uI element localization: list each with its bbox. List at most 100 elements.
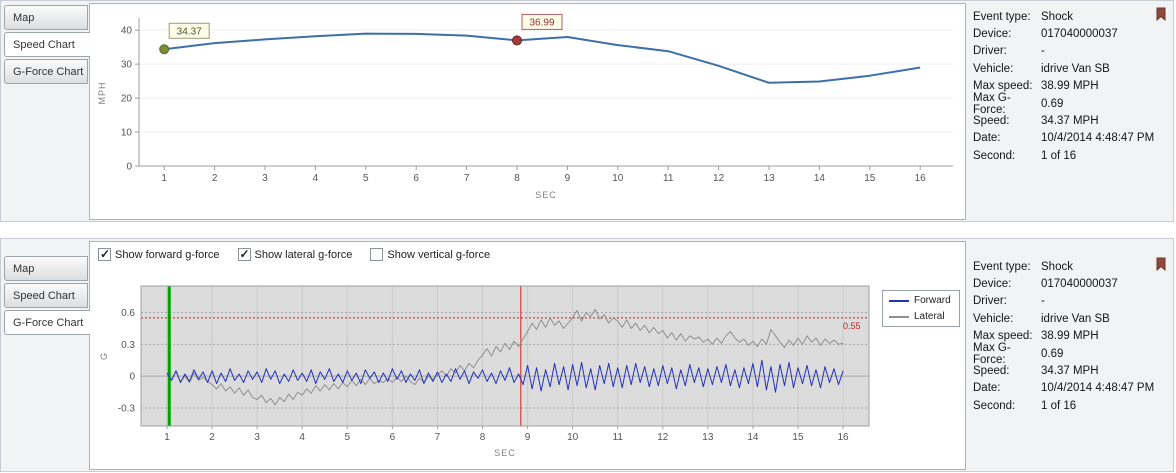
- svg-text:9: 9: [565, 173, 571, 184]
- checkbox-show-forward-gforce[interactable]: Show forward g-force: [98, 247, 220, 261]
- svg-text:10: 10: [121, 128, 133, 139]
- tab-gforce-chart[interactable]: G-Force Chart: [4, 310, 90, 335]
- svg-text:0: 0: [126, 162, 132, 173]
- svg-text:34.37: 34.37: [177, 26, 202, 37]
- info-value: -: [1041, 295, 1045, 308]
- tab-map[interactable]: Map: [4, 5, 88, 30]
- svg-text:16: 16: [837, 432, 849, 443]
- checkbox-label: Show forward g-force: [115, 248, 220, 261]
- info-row: Max speed: 38.99 MPH: [973, 78, 1155, 95]
- info-value: 0.69: [1041, 97, 1064, 110]
- svg-text:7: 7: [464, 173, 470, 184]
- svg-text:13: 13: [702, 432, 714, 443]
- svg-text:2: 2: [212, 173, 218, 184]
- svg-text:4: 4: [299, 432, 305, 443]
- info-value: 34.37 MPH: [1041, 365, 1099, 378]
- gforce-chart-container: Show forward g-force Show lateral g-forc…: [89, 241, 966, 470]
- info-row: Date: 10/4/2014 4:48:47 PM: [973, 130, 1155, 147]
- info-row: Driver: -: [973, 293, 1155, 310]
- info-value: Shock: [1041, 260, 1073, 273]
- legend-label-forward: Forward: [914, 295, 951, 306]
- checkbox-label: Show lateral g-force: [254, 248, 353, 261]
- lateral-line-sample: [889, 315, 909, 318]
- info-label: Device:: [973, 28, 1012, 41]
- svg-text:0.6: 0.6: [121, 308, 135, 319]
- svg-text:14: 14: [814, 173, 826, 184]
- info-value: 38.99 MPH: [1041, 80, 1099, 93]
- info-value: 017040000037: [1041, 28, 1118, 41]
- speed-chart-section: Map Speed Chart G-Force Chart 0 10 20 30 40 1…: [0, 0, 1174, 222]
- info-label: Speed:: [973, 365, 1010, 378]
- info-label: Vehicle:: [973, 312, 1014, 325]
- event-info-panel: Event type: Shock Device: 017040000037 Dri…: [973, 8, 1155, 165]
- svg-text:0: 0: [129, 372, 135, 383]
- info-label: Vehicle:: [973, 62, 1014, 75]
- svg-text:1: 1: [161, 173, 167, 184]
- info-value: 1 of 16: [1041, 149, 1077, 162]
- svg-text:36.99: 36.99: [529, 17, 554, 28]
- checkbox-box[interactable]: [370, 248, 384, 261]
- svg-text:1: 1: [164, 432, 170, 443]
- svg-text:-0.3: -0.3: [118, 403, 136, 414]
- tab-map[interactable]: Map: [4, 256, 88, 281]
- svg-text:3: 3: [262, 173, 268, 184]
- info-value: 017040000037: [1041, 278, 1118, 291]
- info-label: Max speed:: [973, 330, 1033, 343]
- info-value: Shock: [1041, 10, 1073, 23]
- info-label: Device:: [973, 278, 1012, 291]
- gforce-chart[interactable]: -0.300.30.60.551 2 3 4 5 6 7 8 9 10 11 12 13 14 15 16SE…: [91, 276, 964, 464]
- svg-text:5: 5: [363, 173, 369, 184]
- svg-text:3: 3: [254, 432, 260, 443]
- gforce-options-row: Show forward g-force Show lateral g-forc…: [98, 247, 490, 261]
- svg-text:9: 9: [525, 432, 531, 443]
- info-value: 0.69: [1041, 347, 1064, 360]
- tab-speed-chart[interactable]: Speed Chart: [4, 32, 90, 57]
- info-label: Event type:: [973, 260, 1031, 273]
- svg-text:40: 40: [121, 26, 133, 37]
- info-row: Event type: Shock: [973, 258, 1155, 275]
- svg-text:8: 8: [514, 173, 520, 184]
- svg-text:12: 12: [713, 173, 725, 184]
- info-value: -: [1041, 45, 1045, 58]
- pin-icon[interactable]: [1154, 257, 1168, 272]
- svg-text:4: 4: [313, 173, 319, 184]
- svg-text:6: 6: [413, 173, 419, 184]
- checkbox-box[interactable]: [98, 247, 111, 261]
- svg-text:SEC: SEC: [535, 190, 557, 200]
- info-value: 1 of 16: [1041, 399, 1077, 412]
- svg-text:5: 5: [345, 432, 351, 443]
- info-row: Speed: 34.37 MPH: [973, 362, 1155, 379]
- svg-text:10: 10: [612, 173, 624, 184]
- tab-gforce-chart[interactable]: G-Force Chart: [4, 59, 88, 84]
- legend-item-lateral: Lateral: [889, 311, 953, 322]
- pin-icon[interactable]: [1154, 7, 1168, 22]
- checkbox-box[interactable]: [237, 247, 251, 261]
- info-row: Speed: 34.37 MPH: [973, 112, 1155, 129]
- checkbox-label: Show vertical g-force: [387, 248, 491, 261]
- info-label: Date:: [973, 132, 1001, 145]
- info-value: idrive Van SB: [1041, 312, 1110, 325]
- svg-text:15: 15: [864, 173, 876, 184]
- info-label: Second:: [973, 399, 1016, 412]
- svg-text:G: G: [99, 352, 109, 360]
- info-value: 38.99 MPH: [1041, 330, 1099, 343]
- svg-text:6: 6: [390, 432, 396, 443]
- info-row: Driver: -: [973, 43, 1155, 60]
- tab-speed-chart[interactable]: Speed Chart: [4, 283, 88, 308]
- info-row: Event type: Shock: [973, 8, 1155, 25]
- top-tab-strip: Map Speed Chart G-Force Chart: [4, 5, 90, 86]
- info-label: Second:: [973, 149, 1016, 162]
- info-label: Max G-Force:: [973, 341, 1011, 366]
- info-row: Max G-Force: 0.69: [973, 92, 1155, 116]
- info-row: Device: 017040000037: [973, 275, 1155, 292]
- checkbox-show-vertical-gforce[interactable]: Show vertical g-force: [370, 248, 490, 261]
- checkbox-show-lateral-gforce[interactable]: Show lateral g-force: [237, 247, 353, 261]
- svg-text:11: 11: [613, 432, 624, 443]
- info-row: Second: 1 of 16: [973, 397, 1155, 414]
- svg-text:13: 13: [763, 173, 775, 184]
- info-label: Date:: [973, 382, 1001, 395]
- info-label: Driver:: [973, 45, 1007, 58]
- info-label: Driver:: [973, 295, 1007, 308]
